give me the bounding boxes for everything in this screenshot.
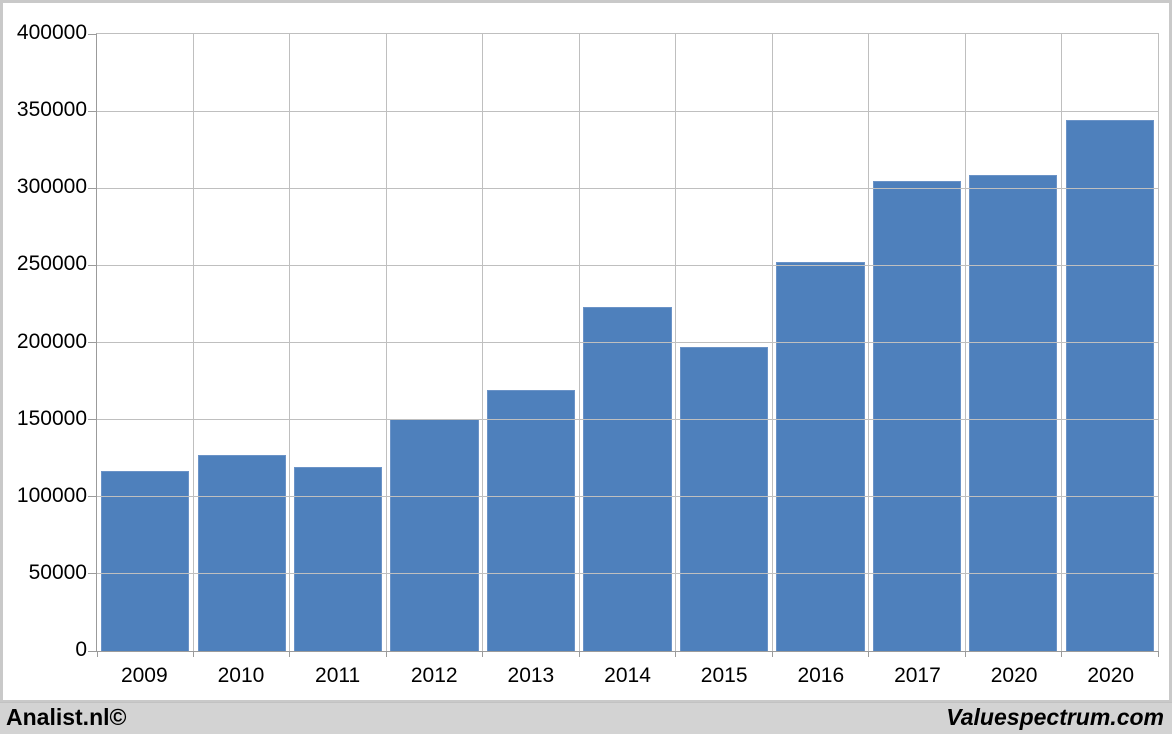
y-tick-label-100000: 100000: [16, 483, 87, 507]
v-gridline: [675, 34, 677, 651]
bar-cell-2015: [676, 34, 772, 651]
x-tick-mark: [289, 651, 291, 657]
bar-2010-1: [197, 455, 286, 651]
bar-cell-2011: [290, 34, 386, 651]
bar-2011-2: [293, 466, 383, 651]
bar-2013-4: [486, 389, 576, 651]
h-gridline: [97, 342, 1158, 343]
x-tick-mark: [192, 651, 194, 657]
y-tick-label-150000: 150000: [16, 406, 87, 430]
x-tick-label-2: 2011: [315, 664, 361, 687]
bar-2015-6: [679, 347, 769, 651]
v-gridline: [868, 34, 870, 651]
bar-cell-2020: [1062, 34, 1158, 651]
v-gridline: [964, 34, 966, 651]
x-tick-label-7: 2016: [797, 664, 845, 687]
x-tick-mark: [385, 651, 387, 657]
bar-cell-2009: [97, 34, 193, 651]
h-gridline: [97, 187, 1158, 189]
bar-cell-2012: [386, 34, 482, 651]
brand-valuespectrum: Valuespectrum.com: [946, 704, 1164, 730]
bar-2016-7: [776, 262, 865, 651]
h-gridline: [97, 496, 1158, 498]
bar-2014-5: [583, 307, 672, 651]
bar-cell-2017: [869, 34, 965, 651]
y-tick-label-0: 0: [75, 638, 87, 661]
footer-bar: Analist.nl© Valuespectrum.com: [0, 702, 1172, 734]
v-gridline: [385, 34, 387, 651]
y-tick-mark: [88, 110, 97, 112]
x-tick-mark: [675, 651, 677, 657]
x-tick-label-5: 2014: [604, 664, 651, 687]
bar-series: [97, 34, 1158, 651]
x-tick-label-6: 2015: [700, 664, 748, 687]
v-gridline: [1061, 34, 1063, 651]
bar-cell-2016: [772, 34, 868, 651]
bar-cell-2014: [579, 34, 675, 651]
h-gridline: [97, 110, 1158, 112]
y-tick-mark: [88, 187, 97, 189]
x-tick-mark: [964, 651, 966, 657]
chart-canvas: 400000 350000 300000 250000 200000 150000 1000…: [3, 3, 1169, 700]
x-tick-mark: [1061, 651, 1063, 657]
bar-cell-2010: [193, 34, 289, 651]
x-tick-label-8: 2017: [894, 664, 941, 687]
bar-2017-8: [872, 181, 962, 651]
x-tick-label-10: 2020: [1087, 664, 1135, 687]
x-axis-labels: 2009 2010 2011 2012 2013 2014 2015 2016 2017 2020…: [96, 656, 1159, 696]
h-gridline: [97, 264, 1158, 266]
bar-2020-9: [969, 175, 1058, 651]
x-tick-label-4: 2013: [507, 664, 555, 687]
bar-2020-10: [1065, 119, 1154, 651]
bar-cell-2020: [965, 34, 1061, 651]
y-tick-mark: [88, 342, 97, 343]
x-tick-mark: [96, 651, 98, 657]
y-tick-label-300000: 300000: [16, 175, 87, 199]
x-tick-mark: [482, 651, 484, 657]
h-gridline: [97, 419, 1158, 421]
x-tick-mark: [578, 651, 580, 657]
y-tick-label-350000: 350000: [16, 98, 87, 122]
y-tick-mark: [88, 264, 97, 266]
v-gridline: [578, 34, 580, 651]
h-gridline: [97, 573, 1158, 575]
y-tick-mark: [88, 419, 97, 421]
y-tick-mark: [88, 573, 97, 575]
brand-analist: Analist.nl©: [6, 704, 127, 730]
bar-2012-3: [390, 418, 479, 651]
y-tick-mark: [88, 496, 97, 498]
v-gridline: [192, 34, 194, 651]
v-gridline: [771, 34, 773, 651]
x-tick-label-9: 2020: [990, 664, 1038, 687]
y-tick-mark: [88, 33, 97, 35]
y-tick-label-400000: 400000: [16, 21, 87, 44]
v-gridline: [482, 34, 484, 651]
y-tick-label-250000: 250000: [16, 252, 87, 276]
plot-area: [88, 33, 1159, 657]
y-tick-mark: [88, 650, 97, 652]
x-tick-mark: [1157, 651, 1159, 657]
y-tick-label-50000: 50000: [28, 560, 87, 584]
x-tick-label-3: 2012: [410, 664, 458, 687]
x-tick-label-1: 2010: [217, 664, 265, 687]
x-tick-label-0: 2009: [120, 664, 168, 687]
x-tick-mark: [771, 651, 773, 657]
x-tick-mark: [868, 651, 870, 657]
bar-cell-2013: [483, 34, 579, 651]
bar-2009-0: [101, 470, 190, 651]
y-tick-label-200000: 200000: [16, 329, 87, 353]
v-gridline: [289, 34, 291, 651]
